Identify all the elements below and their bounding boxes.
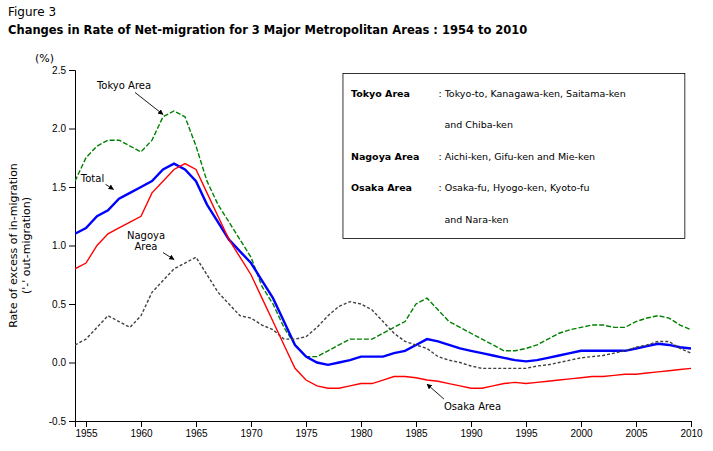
annotation-arrow xyxy=(163,253,174,260)
x-axis-tick-mark xyxy=(361,421,362,427)
x-axis-tick-label: 1990 xyxy=(460,428,483,439)
annotation: Tokyo Area xyxy=(96,80,151,91)
note-text: and Nara-ken xyxy=(438,214,508,225)
title: Figure 3 xyxy=(8,5,56,19)
x-axis-tick-mark xyxy=(306,421,307,427)
y-axis-tick: 0.5 xyxy=(52,299,75,310)
y-axis-line xyxy=(69,71,76,422)
annotation-arrow xyxy=(427,384,444,399)
x-axis-tick-label: 2005 xyxy=(625,428,648,439)
x-axis-tick-label: 1995 xyxy=(515,428,538,439)
x-axis-tick-label: 1975 xyxy=(295,428,318,439)
x-axis-tick-mark xyxy=(196,421,197,427)
x-axis-tick: 2000 xyxy=(570,421,593,439)
x-axis-tick-label: 1955 xyxy=(75,428,98,439)
x-axis-tick: 1960 xyxy=(130,421,153,439)
subtitle: Changes in Rate of Net-migration for 3 M… xyxy=(8,23,527,37)
note-label: Tokyo Area xyxy=(351,88,410,99)
y-axis-tick-label: 2.5 xyxy=(52,65,66,76)
y-axis: -0.5 0.0 0.5 1.0 1.5 2.0 2.5 xyxy=(49,65,76,427)
plot: 1955 1960 1965 1970 1975 1980 1985 1990 1995 2000… xyxy=(7,52,704,439)
y-axis-tick-mark xyxy=(69,421,75,422)
y-axis-tick-label: 1.5 xyxy=(52,182,66,193)
x-axis-tick-label: 1980 xyxy=(350,428,373,439)
series-line xyxy=(75,257,691,368)
x-axis-tick-mark xyxy=(581,421,582,427)
x-axis: 1955 1960 1965 1970 1975 1980 1985 1990 1995 2000… xyxy=(75,421,703,439)
x-axis-tick: 2005 xyxy=(625,421,648,439)
x-axis-tick: 1965 xyxy=(185,421,208,439)
notes-frame xyxy=(343,74,685,239)
x-axis-tick-mark xyxy=(526,421,527,427)
x-axis-tick-label: 2000 xyxy=(570,428,593,439)
annotation: Osaka Area xyxy=(444,401,501,412)
x-axis-tick-mark xyxy=(471,421,472,427)
y-axis-tick-label: 0.0 xyxy=(52,357,66,368)
note-label: Osaka Area xyxy=(351,182,412,193)
x-axis-tick-mark xyxy=(636,421,637,427)
y-axis-title: Rate of excess of in-migration('-' out-m… xyxy=(7,163,33,328)
x-axis-tick: 1955 xyxy=(75,421,98,439)
y-axis-tick: 0.0 xyxy=(52,357,75,368)
y-axis-tick-label: 0.5 xyxy=(52,299,66,310)
x-axis-tick-label: 2010 xyxy=(680,428,703,439)
chart: Figure 3 Changes in Rate of Net-migration… xyxy=(0,0,713,451)
x-axis-tick-label: 1970 xyxy=(240,428,263,439)
x-axis-tick-label: 1965 xyxy=(185,428,208,439)
x-axis-tick-mark xyxy=(691,421,692,427)
note-text: and Chiba-ken xyxy=(438,119,513,130)
note-text: : Aichi-ken, Gifu-ken and Mie-ken xyxy=(438,151,595,162)
x-axis-tick: 1975 xyxy=(295,421,318,439)
x-axis-tick-label: 1960 xyxy=(130,428,153,439)
x-axis-tick-label: 1985 xyxy=(405,428,428,439)
x-axis-tick-mark xyxy=(86,421,87,427)
annotation-arrow xyxy=(106,184,114,189)
x-axis-tick-mark xyxy=(251,421,252,427)
y-axis-tick-mark xyxy=(69,246,75,247)
note-text: : Osaka-fu, Hyogo-ken, Kyoto-fu xyxy=(438,182,589,193)
x-axis-tick-mark xyxy=(141,421,142,427)
y-axis-unit: (%) xyxy=(35,52,54,65)
note-text: : Tokyo-to, Kanagawa-ken, Saitama-ken xyxy=(438,88,625,99)
x-axis-tick: 2010 xyxy=(680,421,703,439)
annotation-arrow xyxy=(135,92,163,114)
y-axis-tick: 1.5 xyxy=(52,182,75,193)
y-axis-tick-label: 1.0 xyxy=(52,240,66,251)
x-axis-tick: 1970 xyxy=(240,421,263,439)
x-axis-tick: 1985 xyxy=(405,421,428,439)
x-axis-line xyxy=(76,422,692,428)
y-axis-tick: 1.0 xyxy=(52,240,75,251)
y-axis-tick-label: -0.5 xyxy=(49,416,67,427)
x-axis-tick: 1980 xyxy=(350,421,373,439)
y-axis-tick-mark xyxy=(69,363,75,364)
y-axis-tick-mark xyxy=(69,129,75,130)
annotation: NagoyaArea xyxy=(127,230,165,252)
y-axis-tick-mark xyxy=(69,187,75,188)
x-axis-tick-mark xyxy=(416,421,417,427)
y-axis-tick-mark xyxy=(69,304,75,305)
y-axis-tick: -0.5 xyxy=(49,416,75,427)
x-axis-tick: 1990 xyxy=(460,421,483,439)
y-axis-tick-mark xyxy=(69,70,75,71)
x-axis-tick: 1995 xyxy=(515,421,538,439)
y-axis-tick-label: 2.0 xyxy=(52,123,66,134)
y-axis-tick: 2.0 xyxy=(52,123,75,134)
notes-box: Tokyo Area : Tokyo-to, Kanagawa-ken, Sait… xyxy=(343,74,685,239)
y-axis-tick: 2.5 xyxy=(52,65,75,76)
note-label: Nagoya Area xyxy=(351,151,420,162)
annotation: Total xyxy=(80,173,104,184)
